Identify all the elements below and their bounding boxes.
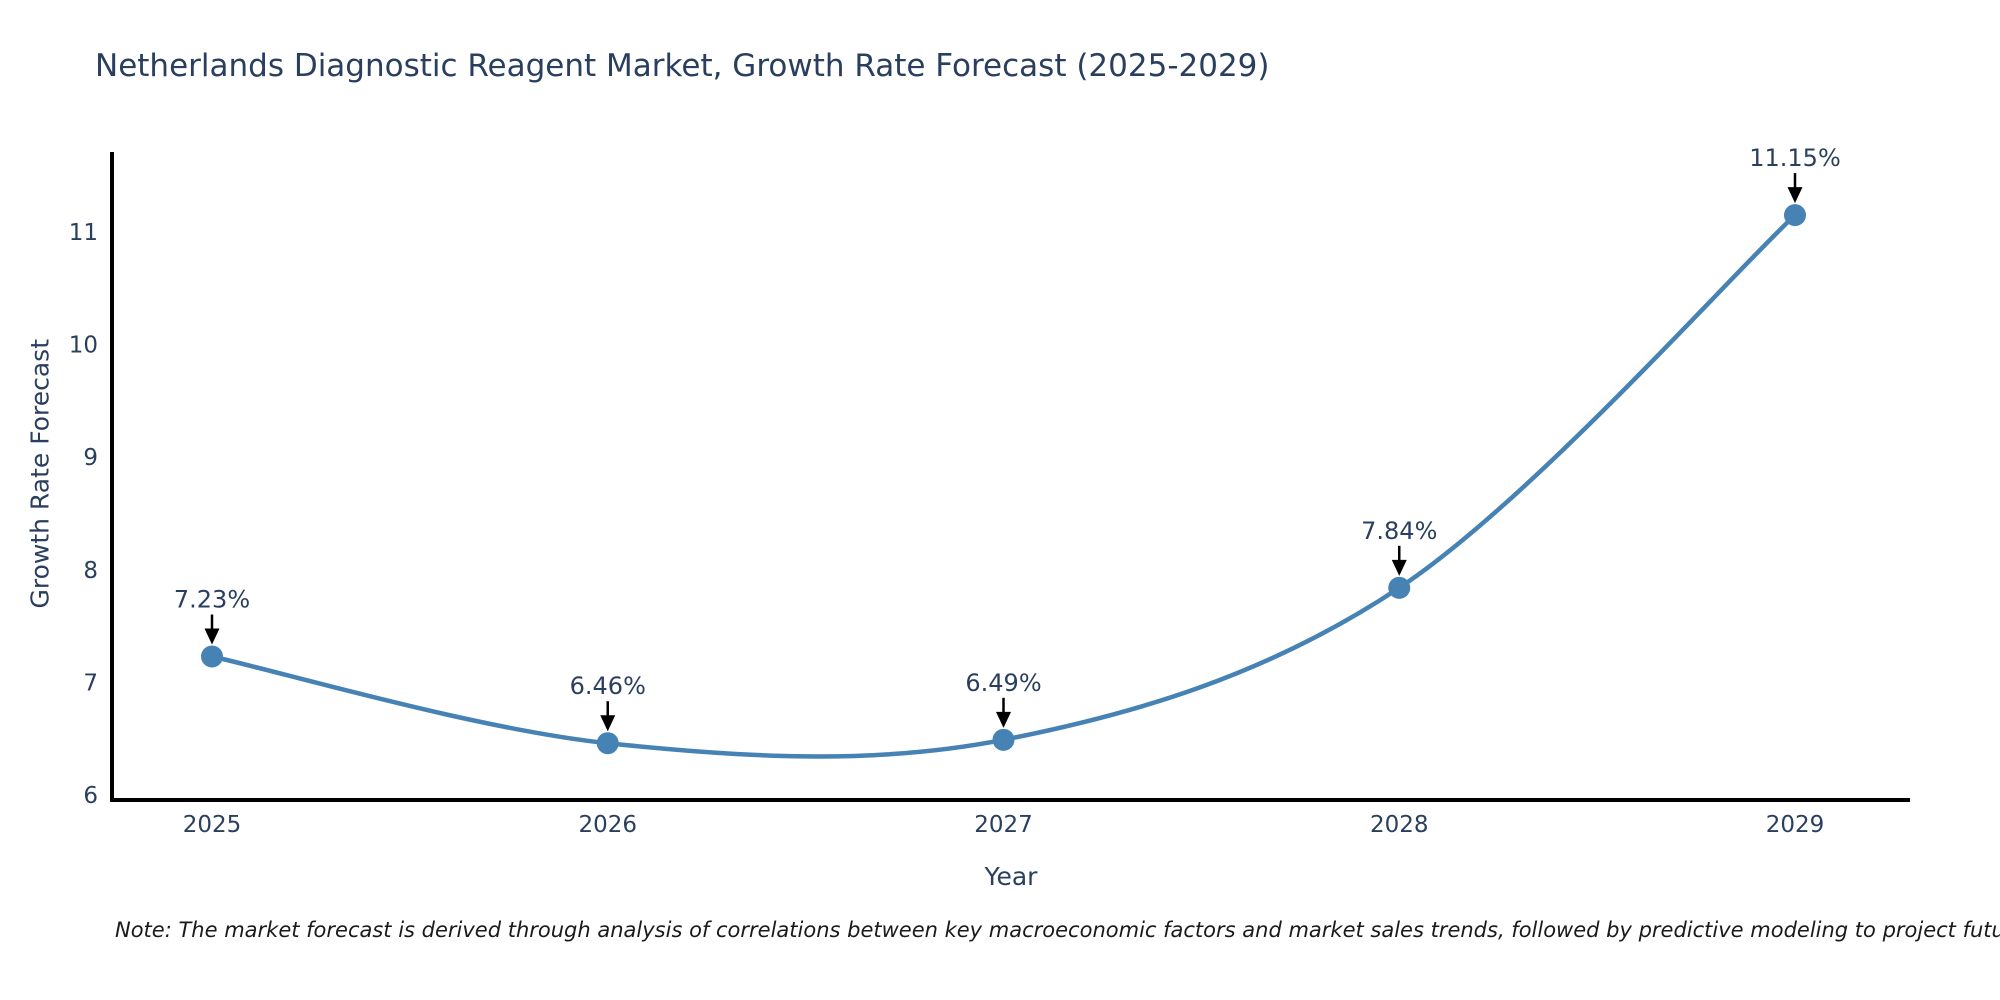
data-point-marker (596, 732, 619, 755)
annotation-arrow-head (996, 711, 1011, 728)
y-tick-label: 10 (69, 333, 98, 359)
series-line (209, 212, 1798, 759)
annotation-arrow-head (1391, 559, 1407, 576)
annotation-label: 7.84% (1361, 517, 1437, 545)
y-tick-label: 6 (83, 783, 98, 809)
y-tick-label: 7 (83, 670, 98, 696)
x-tick-label: 2026 (578, 812, 637, 838)
annotation-label: 11.15% (1749, 144, 1841, 172)
annotation-label: 6.49% (965, 669, 1041, 697)
y-tick-label: 9 (83, 445, 98, 471)
footnote: Note: The market forecast is derived thr… (115, 918, 2000, 942)
annotation-label: 7.23% (174, 586, 250, 614)
x-tick-label: 2028 (1370, 812, 1429, 838)
data-point-marker (201, 645, 223, 668)
x-tick-label: 2025 (183, 812, 242, 838)
data-point-marker (1388, 576, 1411, 599)
data-point-marker (992, 728, 1015, 751)
x-tick-label: 2027 (974, 812, 1033, 838)
annotation-arrow-head (204, 628, 220, 645)
y-tick-label: 11 (69, 220, 98, 246)
annotation-label: 6.46% (570, 672, 646, 700)
annotation-arrow-head (1787, 187, 1803, 204)
y-tick-label: 8 (83, 558, 98, 584)
annotation-arrow-head (600, 715, 616, 732)
x-tick-label: 2029 (1766, 812, 1825, 838)
x-axis-title: Year (984, 862, 1038, 891)
chart-title: Netherlands Diagnostic Reagent Market, G… (95, 48, 1270, 84)
data-point-marker (1784, 204, 1806, 227)
